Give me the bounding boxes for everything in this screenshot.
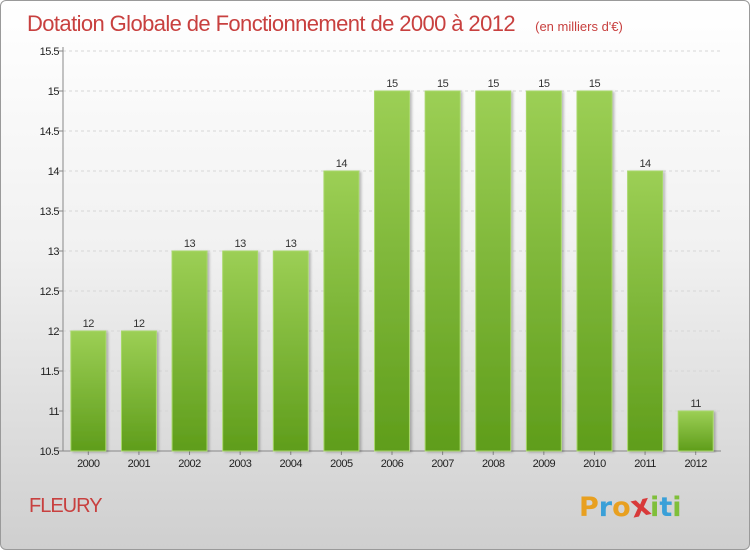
y-tick-label: 13 [48,246,60,258]
chart-subtitle: (en milliers d'€) [535,19,623,34]
data-label: 15 [386,78,398,90]
bar [272,250,309,452]
bar [576,90,613,452]
y-tick-label: 15.5 [40,46,60,58]
bar [677,410,714,452]
x-tick-label: 2010 [583,458,606,470]
data-label: 12 [133,318,145,330]
data-label: 14 [336,158,348,170]
y-tick-label: 15 [48,86,60,98]
brand-logo-letter: r [598,492,613,523]
data-labels: 12 12 13 13 13 14 15 15 15 15 15 14 11 [83,78,702,410]
x-tick-labels: 2000 2001 2002 2003 2004 2005 2006 2007 2008 2009… [77,458,708,470]
data-label: 14 [639,158,651,170]
data-label: 12 [83,318,95,330]
bar [171,250,208,452]
chart-title-main: Dotation Globale de Fonctionnement de 20… [27,11,515,36]
data-label: 13 [184,238,196,250]
brand-logo-letter: t [659,492,673,523]
x-tick-label: 2012 [684,458,707,470]
x-tick-label: 2008 [482,458,505,470]
data-label: 11 [690,398,701,410]
x-tick-label: 2005 [330,458,353,470]
x-tick-label: 2001 [128,458,151,470]
x-tick-label: 2011 [634,458,656,470]
brand-logo-letter: o [612,492,631,523]
data-label: 15 [589,78,601,90]
brand-logo-letter: i [672,492,682,523]
x-tick-label: 2003 [229,458,252,470]
y-tick-label: 11.5 [40,366,59,378]
y-tick-label: 11 [49,406,60,418]
y-tick-labels: 10.5 11 11.5 12 12.5 13 13.5 14 14.5 15 15.5 [40,46,60,458]
y-tick-label: 10.5 [40,446,60,458]
bar [222,250,259,452]
x-tick-label: 2009 [533,458,556,470]
bar [70,330,107,452]
data-label: 13 [285,238,297,250]
x-tick-label: 2002 [178,458,201,470]
bar [120,330,157,452]
brand-logo-letter: i [650,492,660,523]
bar [627,170,664,452]
bar [475,90,512,452]
y-tick-label: 14 [48,166,60,178]
bar [424,90,461,452]
place-name: FLEURY [29,495,103,517]
bar [374,90,410,452]
x-tick-label: 2000 [77,458,100,470]
brand-logo-letter: P [579,492,599,523]
bars [70,90,714,452]
data-label: 15 [538,78,550,90]
y-tick-label: 13.5 [40,206,60,218]
data-label: 13 [235,238,247,250]
chart-title: Dotation Globale de Fonctionnement de 20… [27,11,623,36]
y-tick-label: 14.5 [40,126,60,138]
brand-logo[interactable]: Proxiti [579,487,682,525]
x-tick-label: 2007 [431,458,454,470]
y-tick-label: 12.5 [40,286,60,298]
bar [525,90,562,452]
x-tick-label: 2006 [381,458,404,470]
data-label: 15 [488,78,500,90]
data-label: 15 [437,78,449,90]
bar [323,170,360,452]
y-tick-label: 12 [48,326,60,338]
x-tick-label: 2004 [280,458,303,470]
